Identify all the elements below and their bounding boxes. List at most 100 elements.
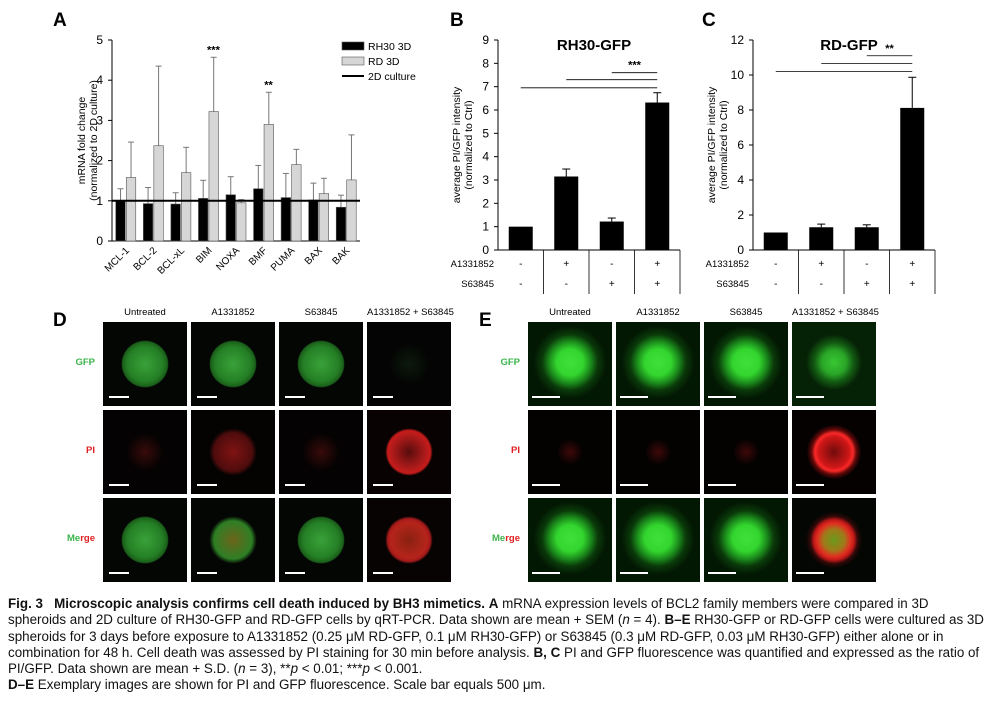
bar xyxy=(508,226,533,250)
scale-bar xyxy=(285,572,305,574)
micrograph-tile xyxy=(103,410,187,494)
treatment-sign: + xyxy=(909,259,915,270)
category-label-group: BCL-xL xyxy=(156,245,188,277)
bar xyxy=(554,176,579,250)
y-axis-label: average PI/GFP intensity (normalized to C… xyxy=(706,86,730,203)
scale-bar xyxy=(796,572,824,574)
micrograph-column-header: A1331852 xyxy=(211,307,255,318)
category-label-group: PUMA xyxy=(269,245,297,273)
caption-letter-bc: B, C xyxy=(533,644,561,660)
legend-swatch xyxy=(341,56,365,66)
figure-caption: Fig. 3 Microscopic analysis confirms cel… xyxy=(8,596,986,694)
micrograph-tile xyxy=(792,410,876,494)
y-axis-label-line-2: (normalized to Ctrl) xyxy=(463,100,475,189)
treatment-sign: - xyxy=(519,279,522,290)
caption-letter-a: A xyxy=(488,596,499,611)
treatment-sign: - xyxy=(865,259,868,270)
scale-bar xyxy=(285,396,305,398)
legend-label: 2D culture xyxy=(368,71,416,83)
bar-rd-3d xyxy=(346,179,357,242)
caption-n-a: n xyxy=(622,612,630,628)
category-label-group: BIM xyxy=(194,245,214,265)
micrograph-column-header: A1331852 + S63845 xyxy=(367,307,454,318)
category-label: BAX xyxy=(303,245,325,267)
treatment-sign: + xyxy=(654,259,660,270)
micrograph-row-label: GFP xyxy=(75,357,95,368)
treatment-sign: + xyxy=(909,279,915,290)
significance-marker: ** xyxy=(885,43,894,55)
bar-rh30-3d xyxy=(308,199,319,242)
y-tick-label: 9 xyxy=(482,33,489,47)
caption-fig-number: Fig. 3 xyxy=(8,596,43,611)
category-label: MCL-1 xyxy=(103,245,132,274)
caption-text-bc-n: = 3), ** xyxy=(245,661,291,677)
treatment-label: S63845 xyxy=(716,279,749,290)
bar-rd-3d xyxy=(125,177,137,242)
category-label-group: MCL-1 xyxy=(103,245,132,274)
legend-label: RH30 3D xyxy=(368,41,412,53)
caption-text-a-n: = 4). xyxy=(629,612,661,628)
treatment-sign: + xyxy=(864,279,870,290)
scale-bar xyxy=(373,396,393,398)
y-tick-label: 5 xyxy=(482,126,489,140)
micrograph-tile xyxy=(279,322,363,406)
scale-bar xyxy=(620,572,648,574)
y-tick-label: 2 xyxy=(96,154,103,168)
treatment-label: A1331852 xyxy=(451,259,494,270)
scale-bar xyxy=(197,396,217,398)
category-label-group: BAX xyxy=(303,245,325,267)
bar-rh30-3d xyxy=(280,197,291,242)
y-axis-label-line-1: average PI/GFP intensity xyxy=(451,86,463,203)
caption-title: Microscopic analysis confirms cell death… xyxy=(54,596,486,611)
micrograph-tile xyxy=(103,498,187,582)
y-tick-label: 1 xyxy=(482,220,489,234)
bar-rd-3d xyxy=(236,202,247,242)
micrograph-tile xyxy=(792,322,876,406)
micrograph-column-header: S63845 xyxy=(304,307,338,318)
micrograph-tile xyxy=(191,322,275,406)
caption-text-a: mRNA expression levels of BCL2 family me… xyxy=(8,596,929,628)
category-label: PUMA xyxy=(269,245,297,273)
scale-bar xyxy=(373,572,393,574)
caption-p1: p xyxy=(290,661,299,677)
treatment-sign: - xyxy=(774,259,777,270)
caption-n-bc: n xyxy=(238,661,246,677)
micrograph-tile xyxy=(528,322,612,406)
y-tick-label: 2 xyxy=(482,196,489,210)
y-tick-label: 8 xyxy=(482,56,489,70)
y-tick-label: 6 xyxy=(482,103,489,117)
micrograph-tile xyxy=(191,498,275,582)
scale-bar xyxy=(796,484,824,486)
y-tick-label: 10 xyxy=(731,68,745,82)
micrograph-tile xyxy=(616,410,700,494)
caption-p2-text: < 0.001. xyxy=(369,661,423,677)
scale-bar xyxy=(708,484,736,486)
chart-a-mrna-fold-change: 0 1 2 3 4 5 mRNA fold change (normalized to 2D … xyxy=(76,33,416,277)
treatment-sign: + xyxy=(609,279,615,290)
category-label-group: BAK xyxy=(330,245,352,267)
y-tick-label: 4 xyxy=(482,150,489,164)
scale-bar xyxy=(708,572,736,574)
significance-marker: *** xyxy=(628,60,642,72)
treatment-label: S63845 xyxy=(461,279,494,290)
micrograph-tile xyxy=(616,498,700,582)
panel-letter-d: D xyxy=(53,310,67,331)
bar-rd-3d xyxy=(263,124,274,242)
y-tick-label: 5 xyxy=(96,33,103,47)
scale-bar xyxy=(109,572,129,574)
category-label-group: BMF xyxy=(247,245,270,268)
micrograph-row-label: Merge xyxy=(492,533,520,544)
category-label: BCL-xL xyxy=(156,245,188,277)
bar-rh30-3d xyxy=(335,206,347,242)
y-tick-label: 6 xyxy=(737,138,744,152)
scale-bar xyxy=(197,572,217,574)
category-label: BIM xyxy=(194,245,214,265)
y-tick-label: 8 xyxy=(737,103,744,117)
micrograph-tile xyxy=(616,322,700,406)
micrograph-tile xyxy=(704,410,788,494)
micrograph-column-header: Untreated xyxy=(549,307,591,318)
scale-bar xyxy=(532,572,560,574)
y-axis-label-line-2: (normalized to 2D culture) xyxy=(88,80,100,201)
significance-marker: ** xyxy=(264,79,273,91)
treatment-sign: - xyxy=(820,279,823,290)
